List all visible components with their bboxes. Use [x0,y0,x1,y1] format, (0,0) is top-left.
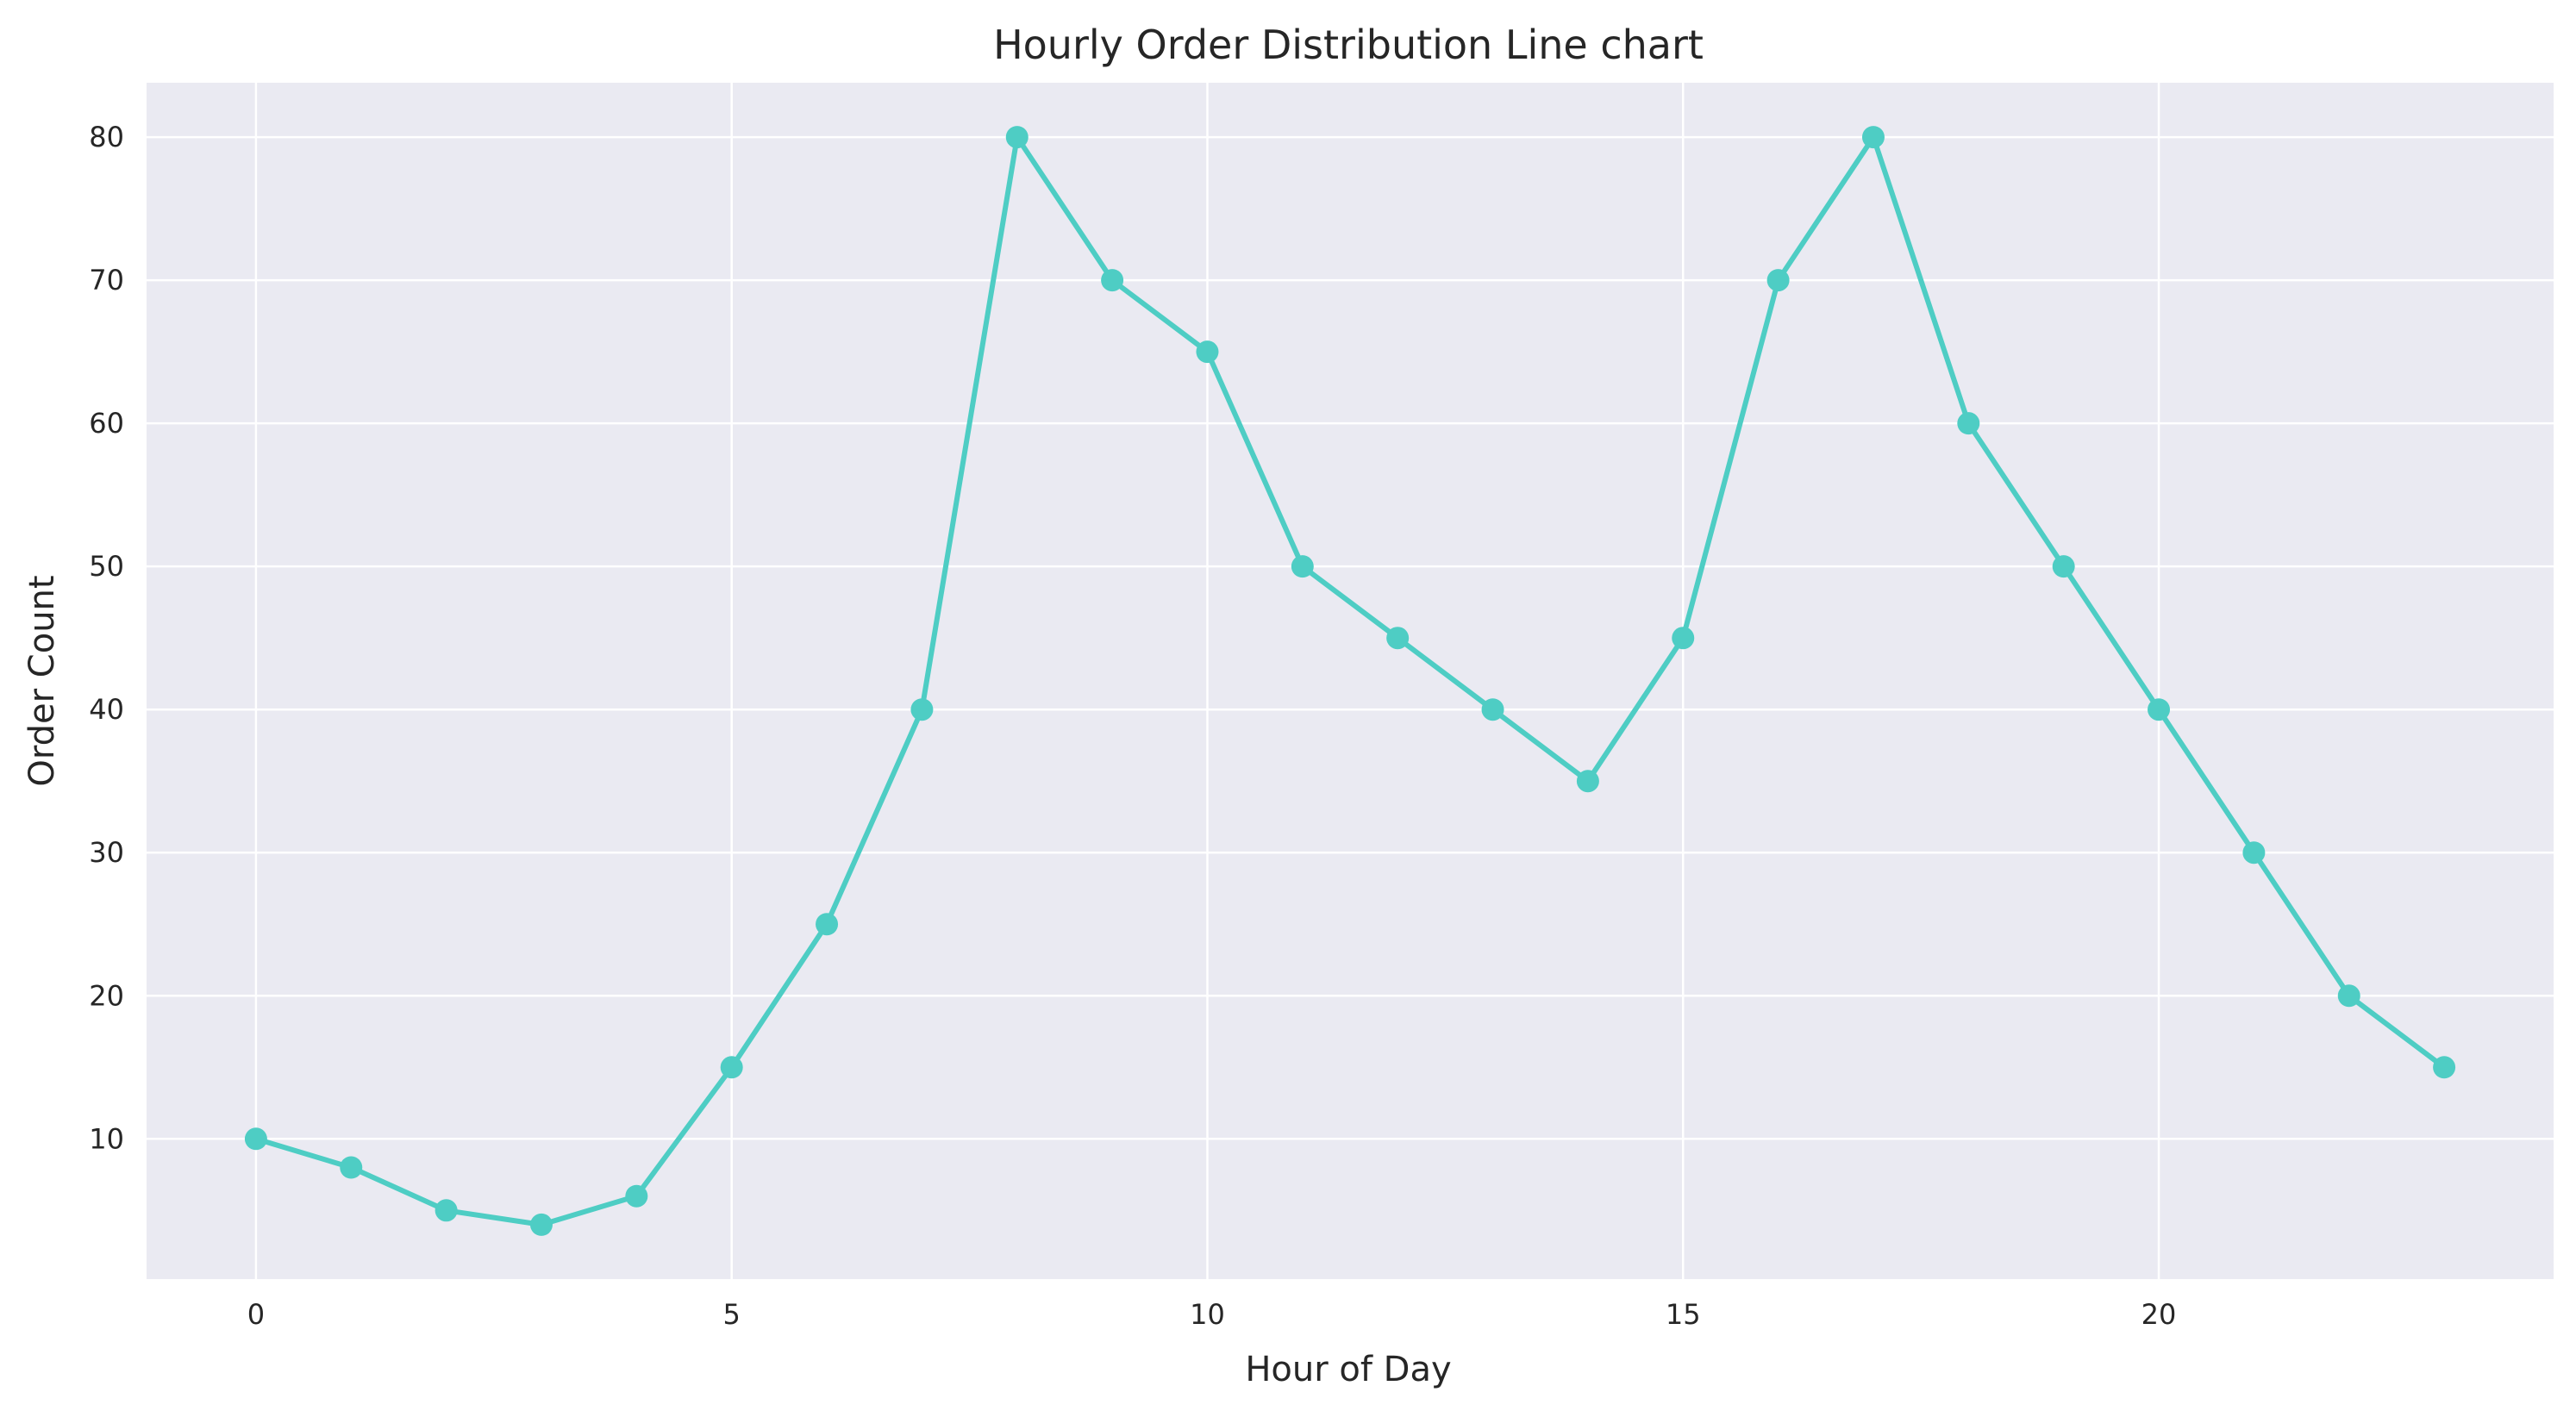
data-point [529,1213,553,1236]
y-tick-label: 20 [89,979,124,1012]
data-point [2052,555,2075,578]
grid-lines [147,83,2554,1279]
y-tick-label: 80 [89,121,124,153]
data-point [625,1184,648,1208]
data-point [1101,269,1124,292]
data-point [2337,984,2360,1008]
data-point [244,1127,267,1151]
data-point [1861,126,1885,149]
data-point [1576,770,1599,793]
y-tick-label: 10 [89,1122,124,1155]
x-tick-label: 5 [723,1298,741,1331]
data-point [2148,698,2171,721]
data-point [1766,269,1790,292]
data-point [1672,627,1695,650]
plot-area [147,83,2554,1279]
tick-labels: 0 5 10 15 20 10 20 30 40 50 60 70 80 [89,121,2176,1331]
y-tick-label: 70 [89,264,124,297]
y-tick-label: 30 [89,836,124,869]
data-point [816,913,839,936]
x-tick-label: 15 [1666,1298,1701,1331]
data-point [2433,1056,2456,1079]
data-point [2242,841,2266,865]
data-point [910,698,934,721]
x-tick-label: 20 [2141,1298,2177,1331]
data-point [720,1056,743,1079]
x-axis-label: Hour of Day [1245,1350,1451,1389]
x-tick-label: 10 [1190,1298,1225,1331]
y-tick-label: 60 [89,407,124,440]
chart-title: Hourly Order Distribution Line chart [993,22,1704,68]
data-point [1957,412,1980,435]
data-point [1291,555,1314,578]
data-point [1196,340,1219,364]
y-tick-label: 50 [89,550,124,583]
x-tick-label: 0 [247,1298,265,1331]
data-point [1481,698,1504,721]
series-layer [244,126,2456,1236]
series-line [253,134,2448,1227]
y-axis-label: Order Count [22,575,62,786]
data-point [1386,627,1410,650]
y-tick-label: 40 [89,693,124,726]
data-point [1005,126,1029,149]
data-point [435,1199,458,1222]
data-point [340,1156,363,1179]
